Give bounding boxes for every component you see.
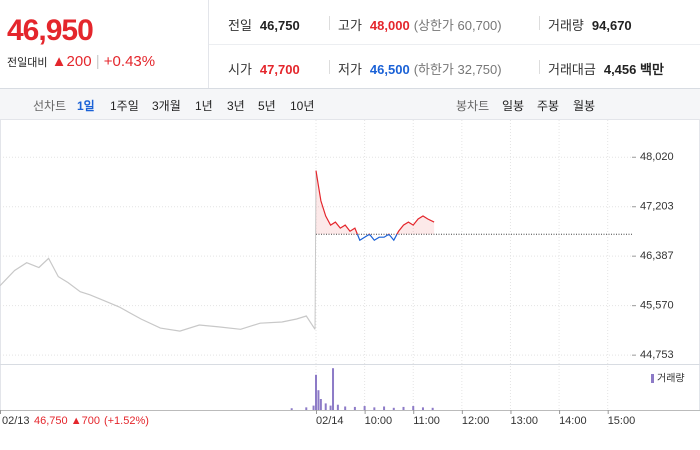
up-arrow: ▲ — [68, 415, 82, 427]
up-area — [316, 170, 435, 235]
x-tick-label: 10:00 — [365, 415, 393, 427]
stat: 거래량 94,670 — [548, 15, 632, 34]
y-tick-label: 44,753 — [640, 349, 674, 361]
volume-bar — [329, 405, 332, 410]
range-tab[interactable]: 3개월 — [152, 99, 181, 113]
range-tab[interactable]: 3년 — [227, 99, 245, 113]
base-price: 46,750 — [34, 415, 68, 427]
base-change: 700 — [82, 415, 100, 427]
plot-frame — [0, 119, 700, 411]
volume-bar — [421, 407, 424, 410]
stat: 전일 46,750 — [228, 15, 300, 34]
base-change-pct: (+1.52%) — [104, 415, 149, 427]
x-tick-label: 02/13 — [2, 415, 30, 427]
divider: | — [95, 53, 100, 70]
volume-bar — [363, 406, 366, 410]
volume-bar — [412, 406, 415, 410]
range-tab[interactable]: 5년 — [258, 99, 276, 113]
volume-bar — [319, 399, 322, 410]
change-value: 200 — [66, 53, 92, 70]
stat: 거래대금 4,456 백만 — [548, 59, 664, 78]
row-divider — [209, 44, 700, 45]
stat-label: 거래량 — [548, 18, 584, 33]
x-tick-label: 11:00 — [413, 415, 440, 427]
base-note: 46,750 ▲700 (+1.52%) — [34, 415, 149, 427]
volume-bar — [312, 405, 315, 410]
candle-tab[interactable]: 일봉 — [502, 99, 525, 113]
separator — [329, 60, 330, 74]
change-pct: +0.43% — [103, 53, 156, 70]
volume-bar — [336, 404, 339, 410]
separator — [539, 16, 540, 30]
x-tick-label: 12:00 — [462, 415, 490, 427]
x-tick-label: 14:00 — [559, 415, 587, 427]
stat-value: 46,500 — [369, 62, 410, 77]
stat-value: 48,000 — [369, 18, 410, 33]
tab-group-label: 선차트 — [33, 99, 67, 113]
range-tab[interactable]: 10년 — [290, 99, 315, 113]
x-tick-label: 15:00 — [608, 415, 636, 427]
y-tick-label: 47,203 — [640, 201, 674, 213]
legend-swatch — [651, 374, 654, 383]
volume-bar — [305, 407, 308, 410]
range-tab[interactable]: 1일 — [77, 99, 95, 113]
volume-bar — [392, 407, 395, 410]
candle-tab[interactable]: 월봉 — [573, 99, 596, 113]
price: 46,950 — [7, 14, 94, 47]
volume-bar — [324, 403, 327, 410]
stat-value: 47,700 — [259, 62, 300, 77]
today-line-down — [356, 234, 398, 242]
stat-label: 전일 — [228, 18, 252, 33]
x-tick-label: 02/14 — [316, 415, 344, 427]
today-line-up — [315, 170, 435, 235]
up-arrow: ▲ — [51, 53, 67, 70]
stat-label: 거래대금 — [548, 62, 596, 77]
stat-label: 시가 — [228, 62, 252, 77]
volume-bar — [315, 374, 317, 410]
y-tick-label: 46,387 — [640, 250, 674, 262]
volume-bar — [383, 406, 386, 410]
volume-bar — [344, 406, 347, 410]
stat-value: 4,456 백만 — [603, 62, 664, 77]
price-panel: 46,950 전일대비 ▲200 | +0.43% — [0, 0, 209, 88]
quote-header: 46,950 전일대비 ▲200 | +0.43% 전일 46,750 고가 48,0… — [0, 0, 700, 89]
stat-label: 저가 — [338, 62, 362, 77]
stat-label: 고가 — [338, 18, 362, 33]
volume-bar — [402, 406, 405, 410]
change: 전일대비 ▲200 | +0.43% — [7, 53, 155, 70]
candle-tab[interactable]: 주봉 — [537, 99, 560, 113]
prev-line — [0, 257, 316, 332]
volume-bar — [373, 407, 376, 410]
tab-group-label: 봉차트 — [456, 99, 490, 113]
stat-extra: (하한가 32,750) — [413, 62, 502, 77]
change-label: 전일대비 — [7, 57, 48, 69]
range-tab[interactable]: 1년 — [195, 99, 213, 113]
y-tick-label: 48,020 — [640, 151, 674, 163]
volume-bar — [317, 390, 320, 410]
volume-bar — [290, 408, 293, 410]
volume-bar — [431, 407, 434, 410]
x-tick-label: 13:00 — [510, 415, 538, 427]
stat: 시가 47,700 — [228, 59, 300, 78]
y-tick-label: 45,570 — [640, 300, 674, 312]
stat-value: 94,670 — [591, 18, 632, 33]
stat-value: 46,750 — [259, 18, 300, 33]
stat: 저가 46,500 (하한가 32,750) — [338, 59, 502, 78]
session-connector — [314, 170, 317, 330]
separator — [329, 16, 330, 30]
separator — [539, 60, 540, 74]
stat-extra: (상한가 60,700) — [413, 18, 502, 33]
volume-bar — [353, 406, 356, 410]
range-tab[interactable]: 1주일 — [110, 99, 139, 113]
volume-bar — [332, 368, 335, 410]
stat: 고가 48,000 (상한가 60,700) — [338, 15, 502, 34]
legend-label: 거래량 — [657, 373, 685, 385]
